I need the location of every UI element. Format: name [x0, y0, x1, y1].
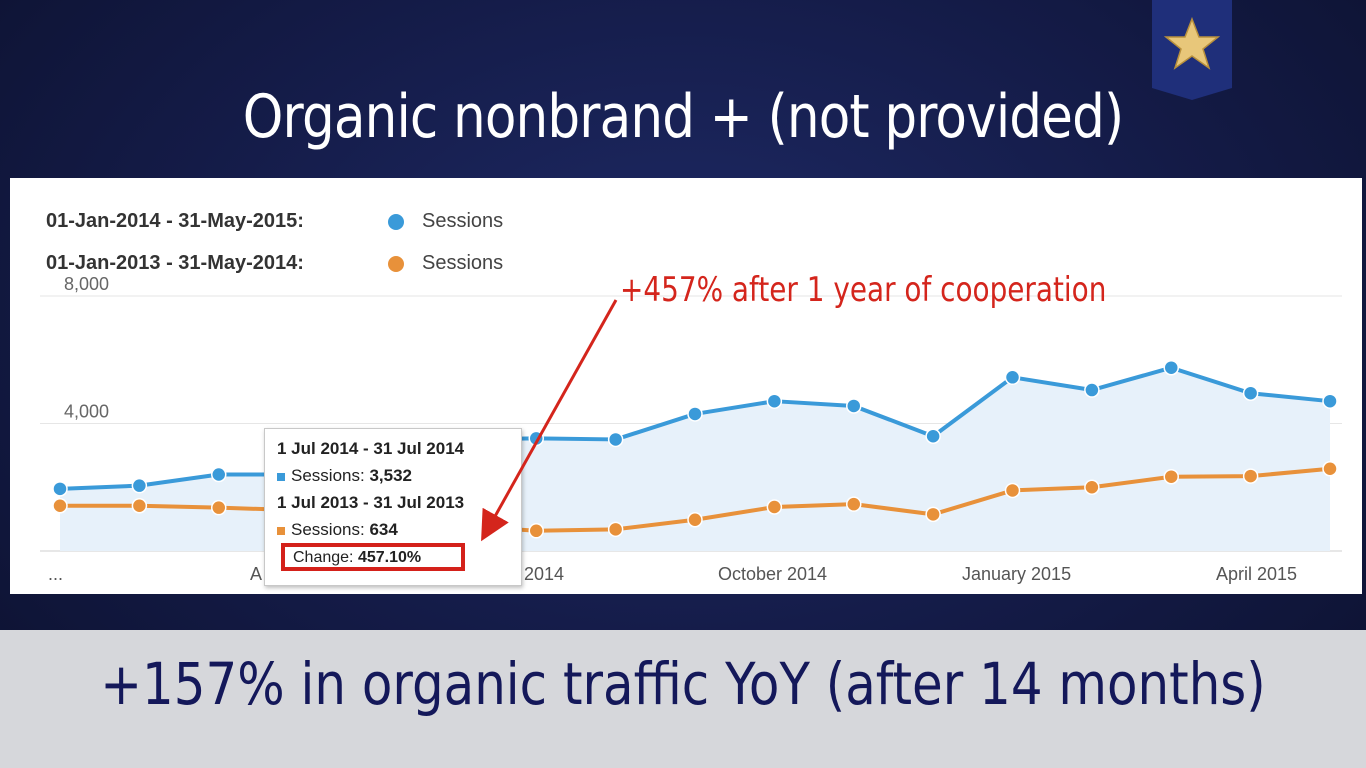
- data-point: [1163, 359, 1179, 376]
- series-swatch-previous: [277, 526, 285, 535]
- data-point: [1084, 382, 1100, 398]
- data-point: [846, 398, 862, 414]
- tooltip-sessions-current: Sessions: 3,532: [277, 466, 412, 486]
- tooltip-period-previous: 1 Jul 2013 - 31 Jul 2013: [277, 493, 465, 512]
- legend-dot-previous: [388, 256, 404, 272]
- tooltip-period-current: 1 Jul 2014 - 31 Jul 2014: [277, 439, 465, 458]
- x-tick-label: ...: [48, 564, 63, 584]
- data-point: [528, 430, 544, 447]
- data-point: [766, 499, 783, 515]
- data-point: [1242, 468, 1259, 484]
- growth-annotation: +457% after 1 year of cooperation: [620, 270, 1107, 310]
- bottom-headline: +157% in organic traffic YoY (after 14 m…: [100, 650, 1266, 718]
- data-tooltip: 1 Jul 2014 - 31 Jul 2014 Sessions: 3,532…: [264, 428, 522, 586]
- data-point: [687, 512, 703, 528]
- change-label: Change:: [293, 549, 354, 566]
- x-tick-label: January 2015: [962, 564, 1071, 584]
- data-point: [1163, 468, 1179, 485]
- data-point: [766, 393, 783, 409]
- data-point: [52, 481, 68, 497]
- data-point: [52, 497, 68, 514]
- data-point: [131, 497, 148, 514]
- data-point: [607, 521, 624, 538]
- tooltip-sessions-label-current: Sessions:: [291, 466, 365, 485]
- data-point: [1242, 385, 1259, 401]
- legend-label-previous: Sessions: [422, 252, 504, 274]
- change-highlight-box: Change: 457.10%: [281, 543, 465, 571]
- star-icon: [1164, 16, 1220, 70]
- data-point: [925, 428, 941, 444]
- data-point: [211, 466, 227, 483]
- chart-panel: 01-Jan-2014 - 31-May-2015: Sessions 01-J…: [10, 178, 1362, 594]
- change-value: 457.10%: [357, 549, 422, 566]
- data-point: [687, 406, 703, 422]
- legend-label-current: Sessions: [422, 210, 504, 232]
- data-point: [607, 431, 624, 448]
- data-point: [131, 477, 148, 494]
- data-point: [925, 506, 941, 523]
- data-point: [846, 496, 862, 512]
- tooltip-sessions-previous: Sessions: 634: [277, 520, 398, 540]
- x-tick-label: y 2014: [510, 564, 564, 584]
- legend-range-previous: 01-Jan-2013 - 31-May-2014:: [46, 252, 304, 274]
- y-tick-label: 4,000: [64, 402, 109, 422]
- data-point: [1004, 482, 1021, 499]
- x-tick-label: A: [250, 564, 262, 584]
- tooltip-sessions-value-previous: 634: [369, 520, 398, 539]
- bookmark-ribbon: [1152, 0, 1232, 100]
- data-point: [528, 523, 544, 539]
- x-tick-label: April 2015: [1216, 564, 1297, 584]
- data-point: [1084, 479, 1100, 495]
- data-point: [211, 499, 227, 516]
- x-tick-label: October 2014: [718, 564, 827, 584]
- data-point: [1322, 461, 1338, 477]
- data-point: [1004, 369, 1021, 386]
- legend-range-current: 01-Jan-2014 - 31-May-2015:: [46, 210, 304, 232]
- bottom-band: [0, 630, 1366, 768]
- data-point: [1322, 393, 1338, 409]
- tooltip-sessions-label-previous: Sessions:: [291, 520, 365, 539]
- legend-dot-current: [388, 214, 404, 230]
- slide-title: Organic nonbrand + (not provided): [242, 82, 1124, 152]
- tooltip-sessions-value-current: 3,532: [369, 466, 412, 485]
- y-tick-label: 8,000: [64, 274, 109, 294]
- series-swatch-current: [277, 472, 285, 481]
